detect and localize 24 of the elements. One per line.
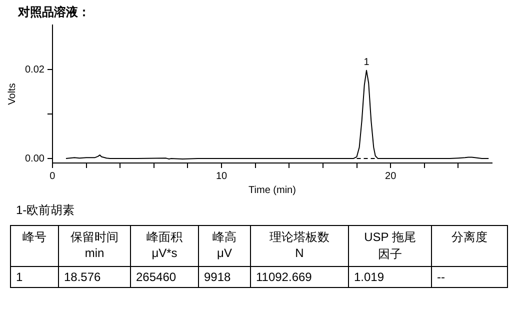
category-label: USP 拖尾因子 [348,226,432,266]
x-tick-label: 0 [50,170,56,182]
x-axis-title: Time (min) [248,184,296,196]
text: 1 [10,266,58,288]
y-axis-title: Volts [6,83,18,105]
x-tick-label: 10 [216,170,228,182]
text: 1-欧前胡素 [16,202,76,219]
text: -- [432,266,508,288]
category-label: 分离度 [432,226,508,266]
text: 9918 [198,266,250,288]
category-label: 峰号 [10,226,58,266]
annotation: 1 [364,57,370,68]
text: 11092.669 [250,266,348,288]
category-label: 峰面积 μV*s [130,226,198,266]
category-label: 峰高 μV [198,226,250,266]
y-tick-label: 0.00 [24,153,45,164]
category-label: 理论塔板数 N [250,226,348,266]
x-tick-label: 20 [385,170,397,182]
category-label: 保留时间 min [58,226,130,266]
text: 1.019 [348,266,432,288]
y-tick-label: 0.02 [24,64,45,76]
text: 18.576 [58,266,130,288]
text: 265460 [130,266,198,288]
chart-title: 对照品溶液： [18,4,90,21]
